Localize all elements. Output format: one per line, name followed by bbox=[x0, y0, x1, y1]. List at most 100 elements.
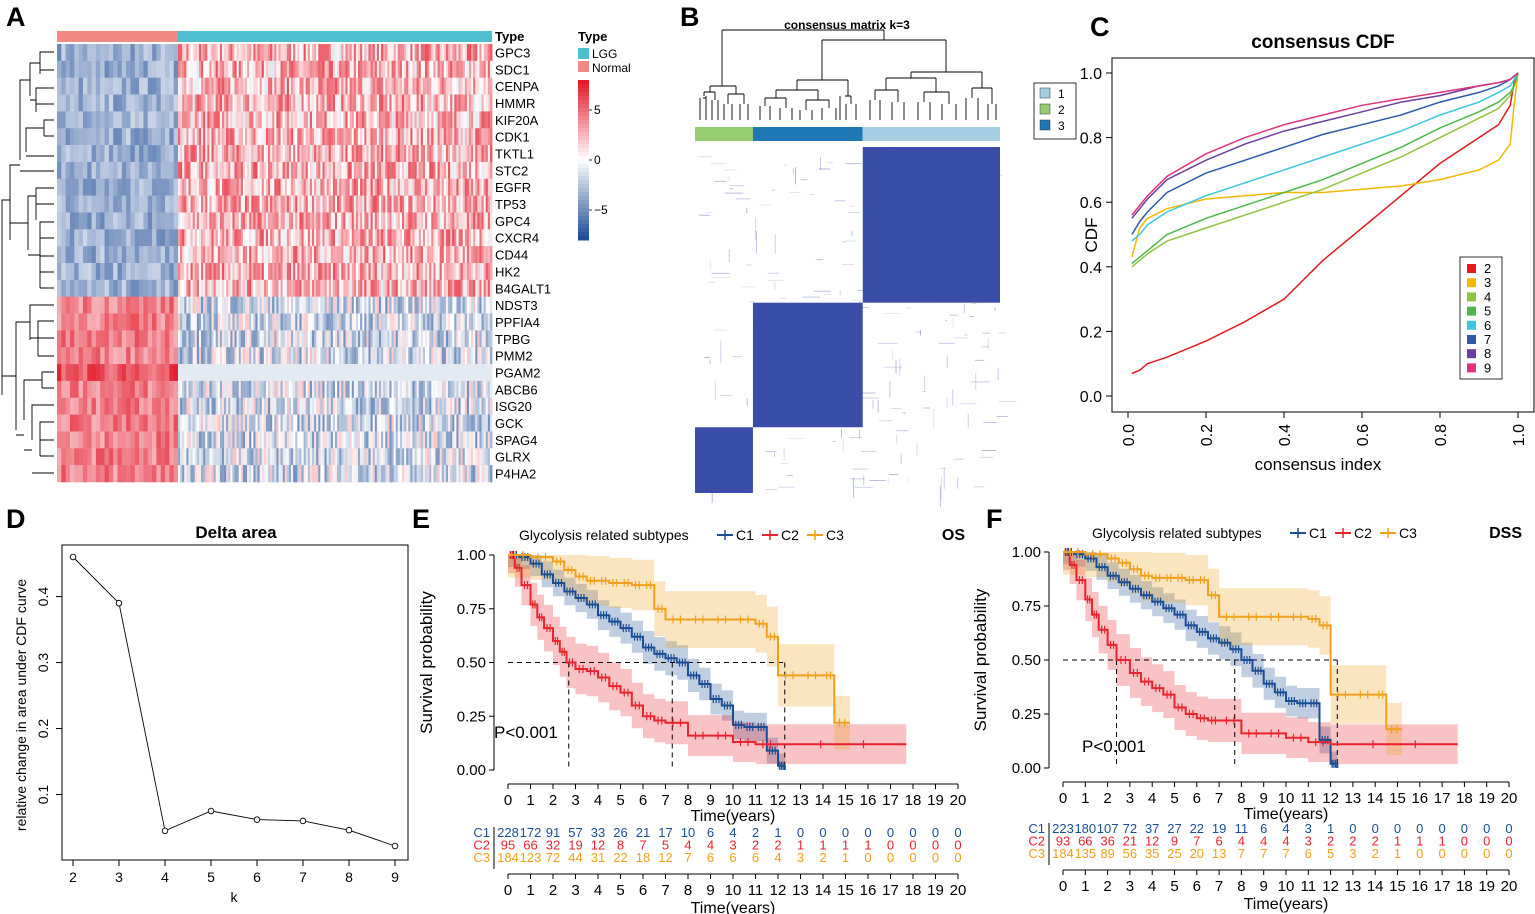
heat-cell bbox=[420, 212, 424, 230]
heat-cell bbox=[471, 279, 474, 297]
heat-cell bbox=[173, 448, 179, 466]
heat-cell bbox=[160, 296, 166, 314]
heat-cell bbox=[186, 60, 189, 78]
heat-cell bbox=[433, 263, 436, 281]
heat-cell bbox=[471, 145, 474, 163]
heat-cell bbox=[358, 161, 361, 180]
heat-cell bbox=[263, 60, 267, 78]
heat-cell bbox=[108, 465, 114, 483]
heat-cell bbox=[303, 414, 307, 432]
heat-cell bbox=[358, 364, 361, 382]
heat-cell bbox=[412, 330, 415, 348]
heat-cell bbox=[477, 448, 480, 466]
matrix-speckle bbox=[949, 314, 958, 316]
heat-cell bbox=[437, 229, 441, 247]
heat-cell bbox=[358, 44, 361, 62]
heat-cell bbox=[460, 296, 464, 314]
matrix-speckle bbox=[851, 231, 853, 237]
heat-cell bbox=[471, 161, 474, 180]
heat-cell bbox=[178, 431, 181, 449]
matrix-speckle bbox=[967, 413, 969, 428]
heat-cell bbox=[464, 145, 468, 163]
heat-cell bbox=[100, 44, 105, 62]
heat-cell bbox=[355, 313, 359, 331]
heat-cell bbox=[121, 229, 127, 247]
heat-cell bbox=[404, 397, 407, 415]
heat-cell bbox=[330, 397, 334, 415]
heat-cell bbox=[335, 178, 338, 196]
heat-cell bbox=[433, 431, 436, 449]
heat-cell bbox=[224, 347, 227, 365]
heat-cell bbox=[265, 111, 269, 129]
heat-cell bbox=[385, 77, 388, 95]
heat-cell bbox=[414, 263, 418, 281]
heat-cell bbox=[156, 128, 162, 146]
heat-cell bbox=[230, 94, 233, 112]
heat-cell bbox=[397, 380, 401, 399]
heat-cell bbox=[483, 364, 487, 382]
heat-cell bbox=[368, 263, 371, 281]
heat-cell bbox=[303, 448, 307, 466]
heat-cell bbox=[347, 246, 351, 264]
heat-cell bbox=[391, 431, 395, 449]
heat-cell bbox=[284, 128, 288, 146]
heat-cell bbox=[259, 263, 263, 281]
heat-cell bbox=[460, 111, 464, 129]
heat-cell bbox=[475, 77, 478, 95]
heat-cell bbox=[458, 380, 461, 399]
heat-cell bbox=[299, 313, 302, 331]
heat-cell bbox=[173, 111, 179, 129]
heat-cell bbox=[100, 178, 105, 196]
heat-cell bbox=[219, 128, 223, 146]
heat-cell bbox=[126, 279, 131, 297]
heat-cell bbox=[286, 313, 290, 331]
heat-cell bbox=[213, 246, 217, 264]
heat-cell bbox=[439, 313, 443, 331]
heat-cell bbox=[173, 414, 179, 432]
heat-cell bbox=[460, 195, 464, 213]
heat-cell bbox=[489, 414, 493, 432]
heat-cell bbox=[462, 60, 466, 78]
heat-cell bbox=[69, 414, 75, 432]
heat-cell bbox=[399, 195, 403, 213]
heat-cell bbox=[224, 397, 227, 415]
heat-cell bbox=[458, 77, 461, 95]
heat-cell bbox=[309, 128, 313, 146]
heat-cell bbox=[139, 448, 144, 466]
heat-cell bbox=[265, 161, 269, 180]
heat-cell bbox=[203, 448, 206, 466]
heat-cell bbox=[477, 313, 480, 331]
heat-cell bbox=[309, 195, 313, 213]
heat-cell bbox=[401, 195, 405, 213]
heat-cell bbox=[205, 448, 208, 466]
heat-cell bbox=[358, 397, 361, 415]
heat-cell bbox=[353, 414, 357, 432]
heat-cell bbox=[286, 296, 290, 314]
heat-cell bbox=[353, 128, 357, 146]
heat-cell bbox=[318, 397, 321, 415]
heat-cell bbox=[383, 465, 386, 483]
heat-cell bbox=[477, 330, 480, 348]
heat-cell bbox=[479, 414, 482, 432]
heat-cell bbox=[165, 161, 170, 180]
matrix-speckle bbox=[889, 381, 891, 398]
heat-cell bbox=[391, 330, 395, 348]
heat-cell bbox=[353, 347, 357, 365]
heat-cell bbox=[232, 330, 235, 348]
colorbar-step bbox=[578, 104, 589, 109]
heat-cell bbox=[178, 195, 181, 213]
heat-cell bbox=[456, 364, 459, 382]
heat-cell bbox=[139, 347, 144, 365]
heat-cell bbox=[205, 330, 208, 348]
heat-cell bbox=[265, 397, 269, 415]
heat-cell bbox=[286, 279, 290, 297]
heat-cell bbox=[69, 246, 75, 264]
heat-cell bbox=[395, 161, 399, 180]
heat-cell bbox=[134, 161, 140, 180]
heat-cell bbox=[87, 195, 92, 213]
heat-cell bbox=[156, 465, 162, 483]
heat-cell bbox=[372, 364, 376, 382]
heat-cell bbox=[261, 195, 265, 213]
heat-cell bbox=[433, 448, 436, 466]
heat-cell bbox=[198, 465, 202, 483]
